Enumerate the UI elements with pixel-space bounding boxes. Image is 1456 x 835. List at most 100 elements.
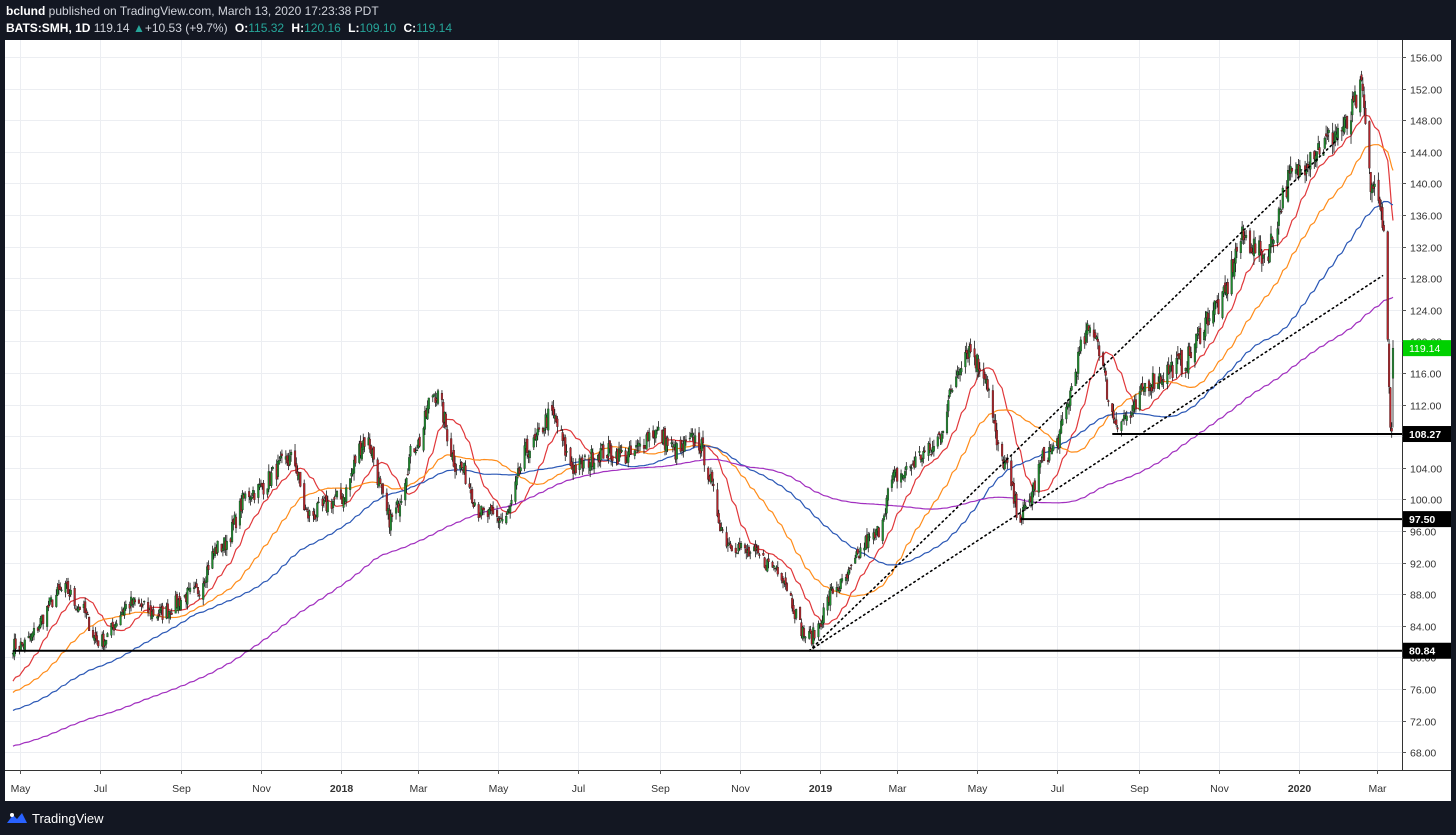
candle <box>1355 94 1358 109</box>
y-tick-label: 84.00 <box>1410 622 1436 634</box>
candle-body <box>712 483 715 486</box>
candle <box>464 460 467 485</box>
candle-body <box>758 554 761 556</box>
candle <box>757 545 760 555</box>
candle <box>1217 292 1220 315</box>
candle <box>1364 100 1367 125</box>
candle-body <box>1230 259 1233 295</box>
candle <box>1095 335 1098 341</box>
y-tick-label: 96.00 <box>1410 527 1436 539</box>
candle-body <box>556 418 559 427</box>
candle <box>216 540 219 556</box>
candle-body <box>326 501 329 513</box>
candle <box>102 630 105 650</box>
candle <box>791 594 794 612</box>
candle-body <box>450 438 453 457</box>
y-tick-label: 152.00 <box>1410 85 1442 97</box>
x-tick-label: Sep <box>1130 783 1149 795</box>
candle-body <box>68 594 71 597</box>
x-tick-label: Sep <box>172 783 191 795</box>
y-tick-label: 132.00 <box>1410 243 1442 255</box>
candle <box>414 446 417 456</box>
candle <box>1361 77 1364 98</box>
candle <box>1276 221 1279 247</box>
candle-body <box>856 548 859 554</box>
candle-body <box>396 500 399 505</box>
candle <box>1104 367 1107 382</box>
candle <box>379 475 382 485</box>
candle-body <box>905 465 908 470</box>
candle <box>97 640 100 649</box>
candle <box>837 583 840 592</box>
candle-body <box>495 510 499 517</box>
candle <box>147 597 150 617</box>
candle-body <box>345 487 348 502</box>
candle <box>313 508 316 521</box>
candle <box>785 582 789 592</box>
candle <box>766 558 769 573</box>
candle <box>1024 502 1027 511</box>
candle-body <box>368 438 371 450</box>
candle-body <box>1349 120 1353 135</box>
candle-body <box>1141 382 1144 389</box>
candle-body <box>1235 246 1238 252</box>
price-chart[interactable]: 156.00 152.00 148.00 144.00 140.00 136.00 132.… <box>5 40 1451 801</box>
candle <box>1235 243 1238 259</box>
symbol-label[interactable]: BATS:SMH, 1D <box>6 21 91 35</box>
candle-body <box>137 599 140 604</box>
candle <box>257 483 260 504</box>
candle <box>30 633 33 643</box>
candle-body <box>143 601 146 603</box>
candle <box>728 537 731 546</box>
candle <box>339 482 342 500</box>
candle-body <box>409 445 412 457</box>
chart-area[interactable]: 156.00 152.00 148.00 144.00 140.00 136.00 132.… <box>5 40 1451 801</box>
candle <box>633 449 636 460</box>
candle-body <box>84 601 87 614</box>
candle <box>691 428 694 441</box>
level-badge-label: 97.50 <box>1409 514 1435 526</box>
candle <box>56 583 59 596</box>
candle <box>1268 243 1271 264</box>
candle <box>1386 230 1389 342</box>
candle-body <box>969 344 972 353</box>
x-tick-label: Jul <box>1051 783 1064 795</box>
candle-body <box>1022 507 1025 520</box>
publisher-name[interactable]: bclund <box>6 4 46 18</box>
candle-body <box>1003 459 1006 470</box>
candle <box>602 441 605 459</box>
candle-body <box>802 628 806 637</box>
candle-body <box>1377 179 1380 201</box>
candle <box>884 508 887 517</box>
candle <box>372 446 375 467</box>
candle <box>1130 405 1134 418</box>
level-badge: 108.27 <box>1403 426 1451 443</box>
candle <box>1359 76 1362 117</box>
candle-body <box>886 488 890 501</box>
tradingview-brand[interactable]: TradingView <box>32 811 104 826</box>
candle <box>436 388 440 406</box>
candle-body <box>492 507 495 515</box>
candle <box>711 469 714 487</box>
candle <box>1070 383 1073 391</box>
candle <box>1263 253 1266 263</box>
candle-body <box>831 588 834 594</box>
candle-body <box>867 534 870 548</box>
y-tick-label: 72.00 <box>1410 717 1436 729</box>
candle-body <box>400 501 403 503</box>
candle-body <box>995 430 998 446</box>
candle <box>95 631 99 645</box>
candle-body <box>1287 170 1290 202</box>
candle <box>754 540 757 558</box>
level-badge: 97.50 <box>1403 511 1451 528</box>
candle-body <box>1281 187 1284 209</box>
candle <box>987 387 991 398</box>
candle-body <box>482 507 485 511</box>
candle-body <box>657 426 660 431</box>
candle <box>965 342 968 360</box>
candle-body <box>808 631 811 639</box>
candle <box>1162 372 1165 390</box>
candle <box>168 610 171 624</box>
candle-body <box>14 638 17 649</box>
candle-body <box>919 454 922 460</box>
